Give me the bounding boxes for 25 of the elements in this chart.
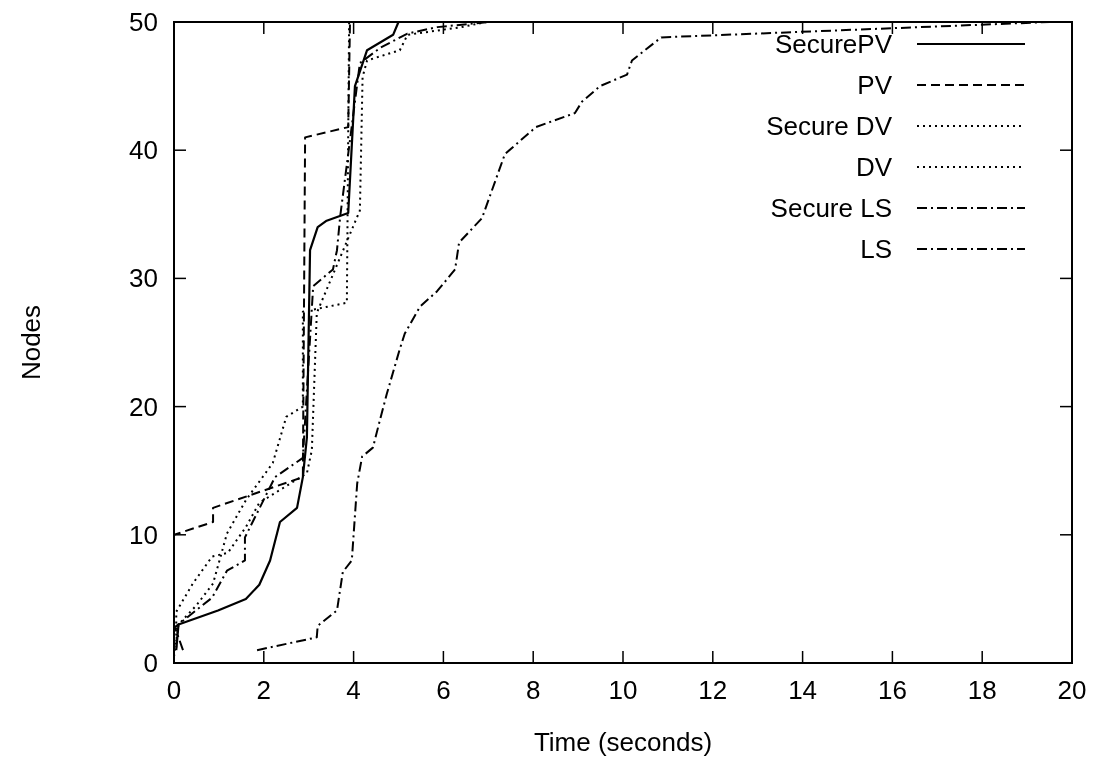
x-tick-label: 0	[166, 675, 182, 705]
x-tick-label: 2	[256, 675, 272, 705]
legend-label: Secure LS	[770, 193, 892, 223]
x-tick-label: 10	[608, 675, 638, 705]
legend-label: Secure DV	[766, 111, 893, 141]
y-axis-title: Nodes	[16, 304, 46, 381]
legend-label: SecurePV	[774, 29, 893, 59]
x-tick-label: 16	[877, 675, 907, 705]
x-tick-label: 12	[698, 675, 728, 705]
x-tick-label: 8	[525, 675, 541, 705]
legend-label: LS	[860, 234, 892, 264]
x-tick-label: 14	[788, 675, 818, 705]
legend-label: DV	[855, 152, 893, 182]
y-tick-label: 50	[129, 7, 158, 37]
y-tick-label: 30	[129, 263, 158, 294]
y-tick-label: 0	[143, 648, 158, 678]
y-tick-label: 40	[129, 135, 158, 166]
x-tick-label: 4	[346, 675, 361, 705]
x-tick-label: 6	[436, 675, 451, 705]
legend-label: PV	[857, 70, 893, 100]
x-tick-label: 20	[1057, 675, 1087, 705]
x-axis-title: Time (seconds)	[533, 727, 713, 757]
y-tick-label: 20	[129, 391, 158, 422]
x-tick-label: 18	[967, 675, 997, 705]
y-tick-label: 10	[129, 519, 158, 550]
